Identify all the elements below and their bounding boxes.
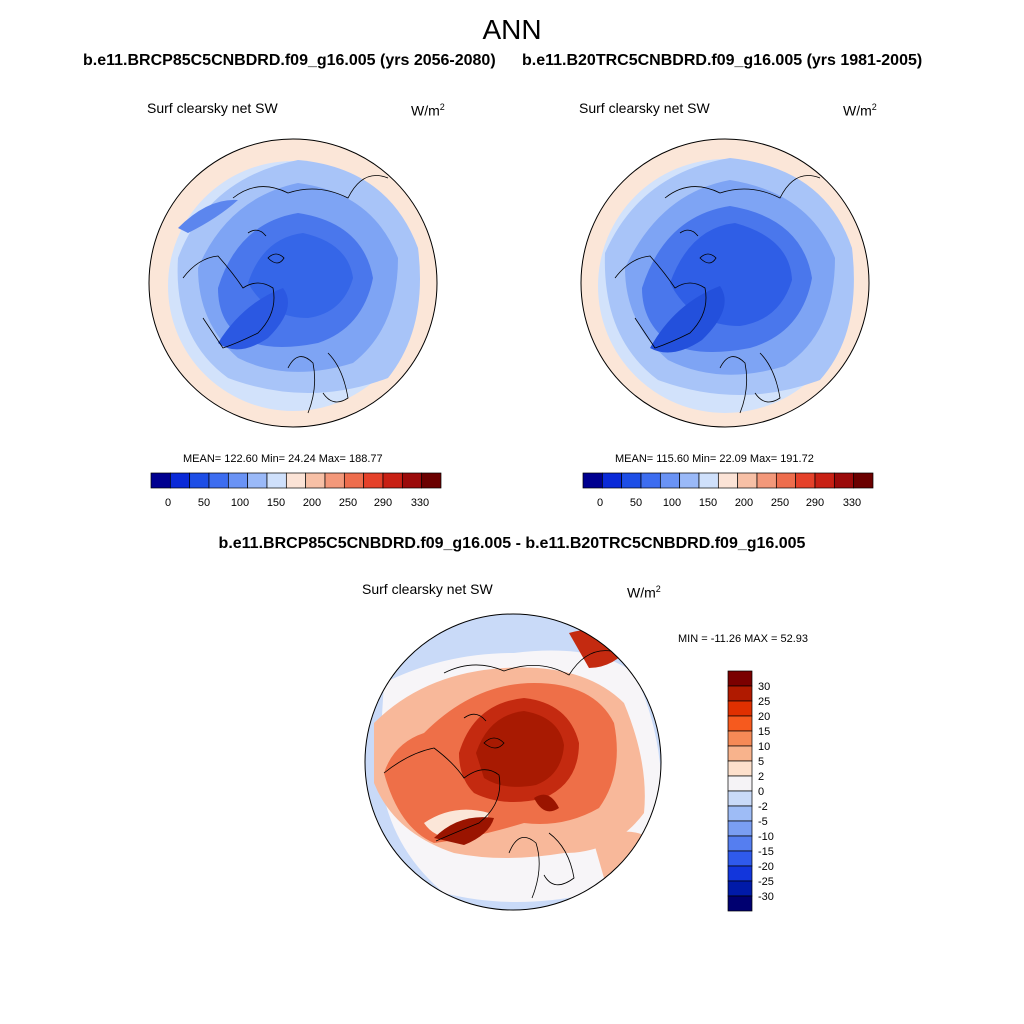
colorbar-swatch — [727, 670, 753, 687]
colorbar-swatch — [285, 472, 307, 489]
colorbar-tick-label: 330 — [843, 497, 861, 509]
colorbar-tick-label: -2 — [758, 801, 768, 813]
colorbar-tick-label: 2 — [758, 771, 764, 783]
colorbar-swatch — [727, 700, 753, 717]
case1-title: b.e11.BRCP85C5CNBDRD.f09_g16.005 (yrs 20… — [83, 52, 496, 69]
panel1-variable-label: Surf clearsky net SW — [147, 100, 278, 116]
colorbar-swatch — [727, 895, 753, 912]
colorbar-tick-label: 0 — [597, 497, 603, 509]
colorbar-swatch — [640, 472, 661, 489]
colorbar-swatch — [247, 472, 268, 489]
colorbar-tick-label: 250 — [339, 497, 357, 509]
colorbar-swatch — [601, 472, 623, 489]
colorbar-swatch — [582, 472, 603, 489]
panel2-polar-map — [580, 138, 870, 428]
colorbar-swatch — [737, 472, 758, 489]
panel1-polar-map — [148, 138, 438, 428]
colorbar-swatch — [814, 472, 835, 489]
colorbar-swatch — [833, 472, 855, 489]
colorbar-swatch — [189, 472, 210, 489]
colorbar-tick-label: -15 — [758, 846, 774, 858]
colorbar-swatch — [727, 820, 753, 837]
colorbar-tick-label: 15 — [758, 726, 770, 738]
colorbar-swatch — [756, 472, 777, 489]
colorbar-swatch — [305, 472, 326, 489]
panel1-stats: MEAN= 122.60 Min= 24.24 Max= 188.77 — [183, 453, 383, 465]
colorbar-swatch — [324, 472, 345, 489]
colorbar-tick-label: 330 — [411, 497, 429, 509]
colorbar-swatch — [727, 745, 753, 762]
colorbar-tick-label: -20 — [758, 861, 774, 873]
colorbar-swatch — [698, 472, 719, 489]
colorbar-swatch — [421, 472, 442, 489]
colorbar-tick-label: 150 — [699, 497, 717, 509]
colorbar-tick-label: 30 — [758, 681, 770, 693]
panel2-stats: MEAN= 115.60 Min= 22.09 Max= 191.72 — [615, 453, 814, 465]
colorbar-swatch — [795, 472, 816, 489]
colorbar-swatch — [621, 472, 642, 489]
colorbar-tick-label: 200 — [735, 497, 753, 509]
colorbar-swatch — [727, 865, 753, 882]
panel1-unit-label: W/m2 — [411, 102, 445, 119]
panel3-stats: MIN = -11.26 MAX = 52.93 — [678, 633, 809, 645]
colorbar-tick-label: 5 — [758, 756, 764, 768]
colorbar-swatch — [208, 472, 229, 489]
colorbar-swatch — [727, 715, 753, 732]
colorbar-tick-label: -30 — [758, 891, 774, 903]
colorbar-swatch — [169, 472, 191, 489]
colorbar-tick-label: 200 — [303, 497, 321, 509]
colorbar-tick-label: 290 — [806, 497, 824, 509]
page-title: ANN — [482, 14, 542, 45]
colorbar-swatch — [727, 730, 753, 747]
colorbar-swatch — [227, 472, 249, 489]
colorbar-swatch — [775, 472, 797, 489]
panel3-variable-label: Surf clearsky net SW — [362, 581, 493, 597]
colorbar-swatch — [382, 472, 403, 489]
colorbar-tick-label: 150 — [267, 497, 285, 509]
colorbar-swatch — [717, 472, 739, 489]
case2-title: b.e11.B20TRC5CNBDRD.f09_g16.005 (yrs 198… — [522, 52, 923, 69]
colorbar-tick-label: 100 — [231, 497, 249, 509]
colorbar-swatch — [727, 850, 753, 867]
colorbar-swatch — [266, 472, 287, 489]
colorbar-swatch — [401, 472, 423, 489]
colorbar-tick-label: 25 — [758, 696, 770, 708]
colorbar-tick-label: 20 — [758, 711, 770, 723]
colorbar-swatch — [727, 790, 753, 807]
colorbar-swatch — [727, 805, 753, 822]
colorbar-swatch — [727, 685, 753, 702]
colorbar-swatch — [727, 760, 753, 777]
colorbar-tick-label: 100 — [663, 497, 681, 509]
colorbar-swatch — [343, 472, 365, 489]
panel3-unit-label: W/m2 — [627, 584, 661, 601]
colorbar-tick-label: 10 — [758, 741, 770, 753]
colorbar-tick-label: 290 — [374, 497, 392, 509]
colorbar-tick-label: -10 — [758, 831, 774, 843]
colorbar-swatch — [659, 472, 681, 489]
colorbar-tick-label: -5 — [758, 816, 768, 828]
colorbar-swatch — [150, 472, 171, 489]
colorbar-tick-label: 0 — [165, 497, 171, 509]
panel2-unit-label: W/m2 — [843, 102, 877, 119]
colorbar-tick-label: 50 — [198, 497, 210, 509]
colorbar-swatch — [679, 472, 700, 489]
panel2-variable-label: Surf clearsky net SW — [579, 100, 710, 116]
colorbar-swatch — [363, 472, 384, 489]
colorbar-tick-label: 50 — [630, 497, 642, 509]
colorbar-tick-label: 0 — [758, 786, 764, 798]
colorbar-tick-label: -25 — [758, 876, 774, 888]
colorbar-swatch — [853, 472, 874, 489]
panel2-colorbar: 0 50 100 150 200 250 290 330 — [582, 472, 874, 509]
diff-title: b.e11.BRCP85C5CNBDRD.f09_g16.005 - b.e11… — [218, 535, 806, 552]
colorbar-swatch — [727, 775, 753, 792]
colorbar-swatch — [727, 880, 753, 897]
panel1-colorbar: 0 50 100 150 200 250 290 330 — [150, 472, 442, 509]
colorbar-tick-label: 250 — [771, 497, 789, 509]
panel3-polar-map — [364, 613, 662, 911]
colorbar-swatch — [727, 835, 753, 852]
